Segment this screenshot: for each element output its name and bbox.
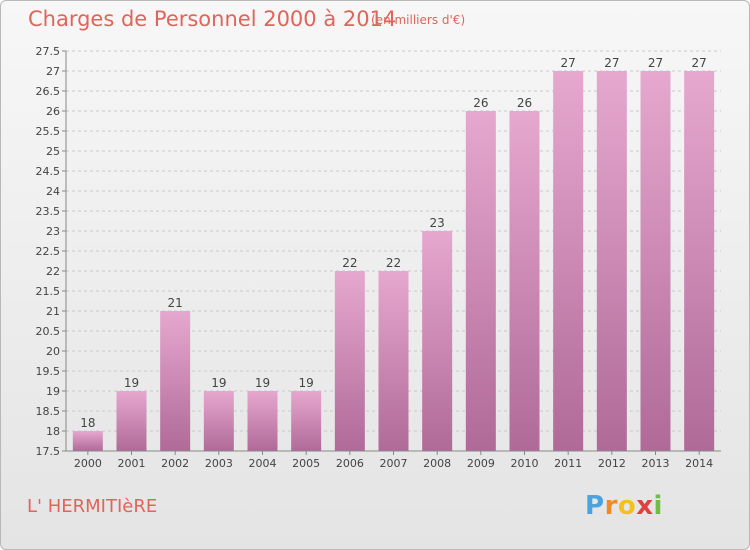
y-tick-label: 23.5 [36,205,61,218]
chart-subtitle: (en milliers d'€) [371,13,466,27]
bar-value-label: 19 [211,376,226,390]
bar-value-label: 19 [124,376,139,390]
bar-2005 [291,391,322,451]
x-tick-label: 2004 [249,457,277,470]
x-tick-label: 2009 [467,457,495,470]
y-tick-label: 21.5 [36,285,61,298]
logo-letter-p: P [585,491,605,521]
bar-value-label: 27 [692,56,707,70]
bar-value-label: 27 [648,56,663,70]
y-tick-label: 22 [46,265,60,278]
x-tick-label: 2007 [380,457,408,470]
bar-value-label: 21 [168,296,183,310]
axis-layer: 17.5 18 18.5 19 19.5 20 20.5 21 21.5 22 22.5 23 23.5… [36,45,721,470]
bar-2000 [72,431,103,451]
bar-2009 [465,111,496,451]
bar-value-label: 26 [473,96,488,110]
bar-value-label: 19 [255,376,270,390]
bar-2012 [596,71,627,451]
y-tick-label: 27 [46,65,60,78]
y-tick-label: 17.5 [36,445,61,458]
bar-value-label: 26 [517,96,532,110]
bar-2011 [553,71,584,451]
x-tick-label: 2012 [598,457,626,470]
bar-value-label: 18 [80,416,95,430]
x-tick-label: 2011 [554,457,582,470]
proxiti-logo: Proxi [585,491,663,521]
x-tick-label: 2003 [205,457,233,470]
y-tick-label: 24.5 [36,165,61,178]
bar-2002 [160,311,191,451]
x-tick-label: 2014 [685,457,713,470]
y-tick-label: 19.5 [36,365,61,378]
bar-2010 [509,111,540,451]
bar-2008 [422,231,453,451]
x-tick-label: 2013 [642,457,670,470]
y-tick-label: 27.5 [36,45,61,58]
bar-2001 [116,391,147,451]
bar-value-label: 27 [604,56,619,70]
bar-2013 [640,71,671,451]
x-tick-label: 2010 [511,457,539,470]
bar-value-label: 22 [342,256,357,270]
x-tick-label: 2001 [118,457,146,470]
bars-layer: 18 19 21 19 19 19 22 22 23 26 26 27 27 27 27 [72,56,715,451]
x-tick-label: 2005 [292,457,320,470]
bar-2007 [378,271,409,451]
bar-value-label: 27 [561,56,576,70]
y-tick-label: 20.5 [36,325,61,338]
y-tick-label: 18 [46,425,60,438]
logo-letter-o: o [617,491,637,521]
x-tick-label: 2008 [423,457,451,470]
x-tick-label: 2006 [336,457,364,470]
y-tick-label: 22.5 [36,245,61,258]
y-tick-label: 25 [46,145,60,158]
y-tick-label: 26 [46,105,60,118]
y-tick-label: 24 [46,185,60,198]
logo-letter-x: x [636,491,654,521]
x-tick-label: 2000 [74,457,102,470]
bar-2004 [247,391,278,451]
y-tick-label: 26.5 [36,85,61,98]
bar-2014 [684,71,715,451]
y-tick-label: 18.5 [36,405,61,418]
x-tick-label: 2002 [161,457,189,470]
y-tick-label: 23 [46,225,60,238]
y-tick-label: 19 [46,385,60,398]
y-tick-label: 20 [46,345,60,358]
y-tick-label: 21 [46,305,60,318]
chart-title: Charges de Personnel 2000 à 2014 [28,7,397,31]
y-tick-label: 25.5 [36,125,61,138]
logo-letter-r: r [604,491,618,521]
bar-2003 [203,391,234,451]
bar-2006 [334,271,365,451]
commune-name: L' HERMITIèRE [27,496,158,517]
logo-letter-i: i [653,491,663,521]
bar-value-label: 19 [299,376,314,390]
bar-value-label: 23 [430,216,445,230]
bar-value-label: 22 [386,256,401,270]
